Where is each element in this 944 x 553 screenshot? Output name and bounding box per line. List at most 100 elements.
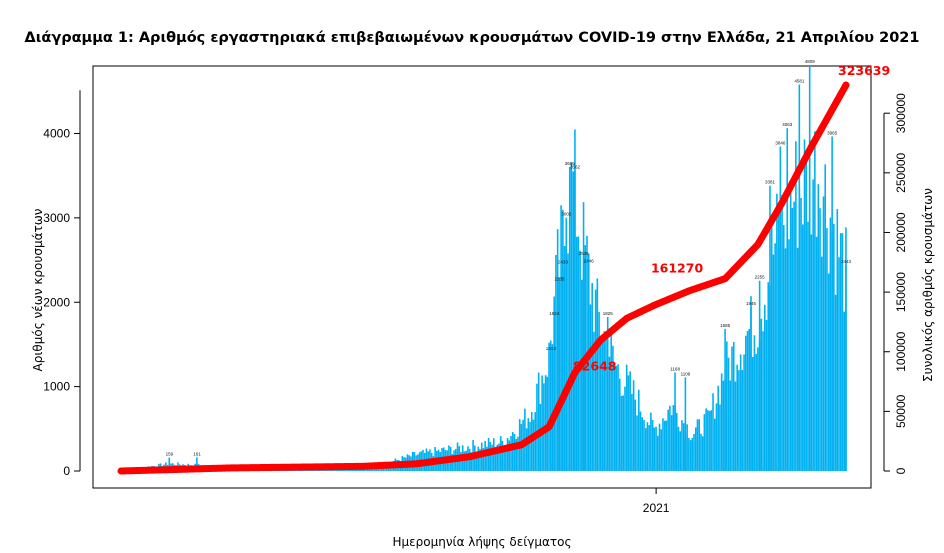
bar — [795, 141, 797, 471]
bar — [641, 417, 644, 471]
bar — [463, 451, 466, 471]
bar — [527, 418, 530, 471]
bar — [686, 424, 688, 471]
left-tick-label: 0 — [63, 464, 70, 478]
bar — [603, 331, 606, 471]
bar — [727, 357, 730, 471]
cumulative-line-path — [117, 81, 850, 475]
right-tick-label: 150000 — [894, 272, 908, 312]
bar — [736, 364, 738, 471]
bar — [508, 440, 511, 471]
bar-value-label: 2235 — [554, 276, 565, 281]
bar — [672, 405, 675, 471]
bar — [537, 372, 540, 471]
bar-value-label: 2446 — [584, 259, 595, 264]
cumulative-annotation: 323639 — [838, 63, 890, 78]
bar — [608, 356, 611, 471]
bar — [689, 440, 692, 471]
bar — [513, 433, 516, 471]
bar-value-label: 3605 — [565, 161, 576, 166]
bar — [786, 128, 789, 471]
bar — [651, 419, 654, 471]
bar — [822, 196, 825, 471]
bar — [549, 351, 552, 471]
bar — [767, 282, 770, 471]
bar — [610, 335, 612, 471]
x-axis-title: Ημερομηνία λήψης δείγματος — [392, 535, 571, 549]
bar — [829, 217, 832, 471]
bar — [660, 429, 663, 471]
bar — [708, 410, 711, 471]
bar — [812, 179, 814, 471]
bar — [713, 418, 716, 471]
bar — [617, 364, 619, 471]
bar — [682, 423, 685, 471]
bar — [741, 369, 744, 471]
bar — [532, 419, 535, 471]
y2-axis-title: Συνολικός αριθμός κρουσμάτων — [921, 188, 935, 382]
bar — [748, 328, 751, 471]
bar-value-label: 4063 — [782, 122, 793, 127]
bar — [694, 427, 697, 471]
bar-value-label: 1685 — [720, 323, 731, 328]
left-tick-label: 2000 — [43, 295, 70, 309]
bar — [796, 247, 799, 471]
bar — [819, 208, 821, 471]
bar — [688, 437, 690, 471]
bar — [843, 311, 845, 471]
bar — [722, 380, 725, 471]
right-tick-label: 250000 — [894, 152, 908, 192]
bar — [739, 354, 742, 471]
bar — [784, 248, 787, 471]
bar — [593, 331, 595, 471]
bar — [801, 224, 804, 471]
bar — [824, 164, 827, 471]
bar — [743, 354, 745, 471]
bar — [717, 385, 719, 471]
bar — [600, 337, 602, 471]
bar — [496, 444, 499, 471]
bar — [720, 373, 723, 471]
bar — [758, 280, 761, 471]
bar — [568, 166, 571, 471]
bar-value-label: 1946 — [746, 301, 757, 306]
bar — [594, 289, 597, 471]
bar — [755, 354, 757, 471]
bar-value-label: 2443 — [841, 259, 852, 264]
bar — [548, 342, 550, 471]
bar — [551, 344, 554, 471]
bar — [669, 405, 671, 471]
bar — [833, 223, 835, 471]
bar — [503, 447, 505, 471]
bar — [475, 451, 478, 471]
left-tick-label: 3000 — [43, 211, 70, 225]
bar — [505, 445, 507, 471]
bar — [511, 432, 514, 471]
bar — [667, 409, 669, 471]
bar — [596, 278, 599, 471]
bar-series — [120, 66, 847, 472]
bar-value-label: 159 — [166, 452, 174, 457]
bar — [562, 265, 564, 471]
bar — [841, 233, 844, 471]
bar — [646, 422, 649, 471]
cumulative-annotation: 82648 — [573, 358, 617, 373]
bar — [501, 440, 504, 471]
bar-value-label: 2535 — [579, 251, 590, 256]
bar — [684, 377, 687, 471]
bar — [715, 403, 718, 471]
bar — [556, 229, 559, 471]
bar — [770, 222, 773, 471]
bar — [558, 282, 561, 471]
bar — [836, 209, 839, 471]
bar — [793, 201, 795, 472]
bar — [696, 419, 699, 471]
bar — [648, 425, 650, 471]
bar — [814, 131, 816, 471]
bar — [482, 448, 485, 471]
bar — [750, 306, 752, 471]
bar — [572, 171, 574, 471]
bar — [779, 146, 782, 472]
bar — [827, 273, 830, 471]
bar — [631, 393, 633, 471]
